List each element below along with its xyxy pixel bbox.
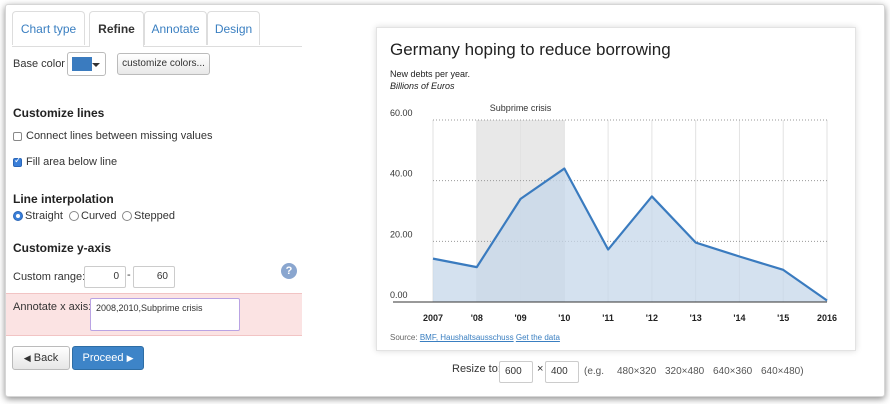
radio-stepped-label: Stepped [134,210,175,222]
series-line [432,167,828,302]
x-tick-label: '14 [733,313,745,323]
preset-480x320[interactable]: 480×320 [617,366,657,377]
connect-missing-checkbox[interactable] [13,132,22,141]
x-tick-label: 2016 [817,313,837,323]
back-button[interactable]: ◀ Back [12,346,70,370]
y-tick-label: 0.00 [390,290,408,300]
proceed-button[interactable]: Proceed ▶ [72,346,144,370]
chart-preview: Subprime crisis 0.00 20.00 40.00 60.00 2007 '0… [376,27,856,351]
fill-area-checkbox[interactable] [13,156,22,167]
tab-bar: Chart type Refine Annotate Design [12,11,302,47]
radio-curved-label: Curved [81,210,117,222]
preset-640x480[interactable]: 640×480) [761,366,804,377]
highlight-label: Subprime crisis [490,103,552,113]
fill-area-label: Fill area below line [26,156,118,168]
source-prefix: Source: [390,333,418,342]
x-tick-label: '11 [602,313,614,323]
custom-range-label: Custom range: [13,271,86,283]
x-tick-label: '13 [690,313,702,323]
chart-title: Germany hoping to reduce borrowing [390,40,671,59]
y-tick-label: 20.00 [390,229,413,239]
preset-640x360[interactable]: 640×360 [713,366,753,377]
resize-height-input[interactable]: 400 [545,361,579,383]
chart-subtitle: New debts per year. [390,69,471,79]
chevron-right-icon: ▶ [126,353,134,363]
resize-width-input[interactable]: 600 [499,361,533,383]
line-interpolation-title: Line interpolation [13,192,114,206]
connect-missing-label: Connect lines between missing values [26,130,213,142]
help-icon[interactable]: ? [281,263,297,279]
get-data-link[interactable]: Get the data [515,333,560,342]
y-tick-label: 60.00 [390,108,413,118]
resize-label: Resize to: [452,363,501,375]
resize-eg-label: (e.g. [584,366,605,377]
range-max-input[interactable]: 60 [133,266,175,288]
area-fill [433,168,827,302]
chevron-left-icon: ◀ [23,353,31,363]
source-link[interactable]: BMF, Haushaltsausschuss [419,333,514,342]
range-separator: - [127,269,131,281]
back-label: Back [33,352,59,364]
annotate-x-row: Annotate x axis: 2008,2010,Subprime cris… [6,293,302,336]
x-tick-label: '10 [558,313,570,323]
customize-yaxis-title: Customize y-axis [13,241,112,255]
chart-plot: Subprime crisis 0.00 20.00 40.00 60.00 2007 '0… [390,103,837,323]
preset-320x480[interactable]: 320×480 [665,366,705,377]
radio-straight-label: Straight [25,210,63,222]
proceed-label: Proceed [82,352,124,364]
app-window: Chart type Refine Annotate Design Base c… [5,4,885,397]
x-tick-label: 2007 [423,313,443,323]
tab-chart-type[interactable]: Chart type [12,11,85,45]
tab-annotate[interactable]: Annotate [144,11,207,45]
caret-down-icon [92,63,100,67]
range-min-input[interactable]: 0 [84,266,126,288]
tab-refine[interactable]: Refine [89,11,144,47]
annotate-x-label: Annotate x axis: [13,301,92,313]
base-color-label: Base color [13,58,65,70]
radio-curved[interactable] [69,211,79,221]
tab-design[interactable]: Design [207,11,260,45]
chart-source: Source: BMF, Haushaltsausschuss Get the … [390,333,560,342]
x-tick-label: '09 [514,313,526,323]
x-tick-label: '12 [646,313,658,323]
annotate-x-textarea[interactable]: 2008,2010,Subprime crisis [90,298,240,331]
resize-times: × [537,363,544,375]
chart-unit-note: Billions of Euros [390,81,455,91]
base-color-picker[interactable] [67,52,106,76]
x-tick-label: '08 [471,313,483,323]
color-swatch [72,57,92,71]
radio-stepped[interactable] [122,211,132,221]
radio-straight[interactable] [13,211,23,221]
customize-lines-title: Customize lines [13,106,105,120]
customize-colors-button[interactable]: customize colors... [117,53,210,75]
x-tick-label: '15 [777,313,789,323]
y-tick-label: 40.00 [390,169,413,179]
